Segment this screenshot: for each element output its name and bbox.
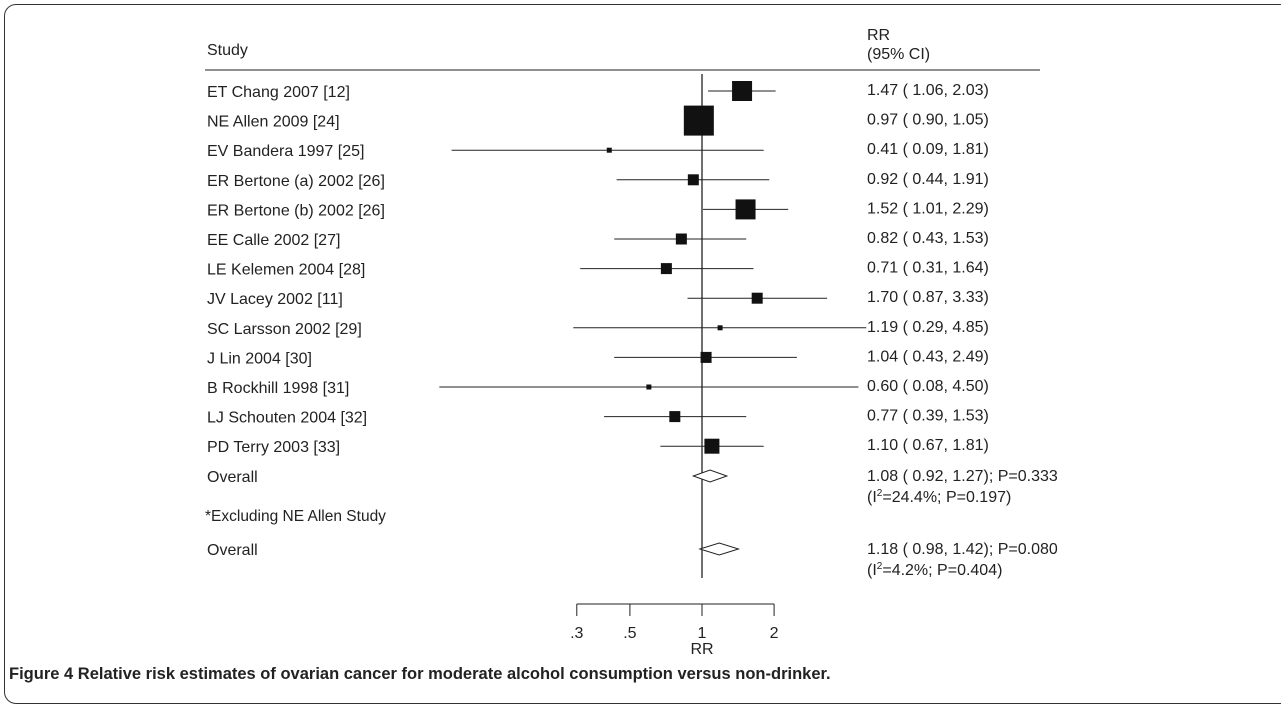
study-label: J Lin 2004 [30] [207, 350, 312, 367]
study-estimate-text: 1.47 ( 1.06, 2.03) [867, 82, 989, 99]
study-column-header: Study [207, 42, 248, 59]
overall-label: Overall [207, 469, 258, 486]
study-label: LE Kelemen 2004 [28] [207, 262, 365, 279]
point-estimate-box [735, 199, 756, 220]
point-estimate-box [669, 411, 681, 423]
overall-diamond [691, 469, 729, 483]
study-label: PD Terry 2003 [33] [207, 439, 340, 456]
study-estimate-text: 0.77 ( 0.39, 1.53) [867, 408, 989, 425]
x-tick-label: .5 [623, 625, 636, 642]
study-estimate-text: 0.97 ( 0.90, 1.05) [867, 112, 989, 129]
study-label: ER Bertone (b) 2002 [26] [207, 202, 385, 219]
study-label: NE Allen 2009 [24] [207, 114, 340, 131]
study-rows: ET Chang 2007 [12] 1.47 ( 1.06, 2.03) NE A… [205, 74, 1058, 579]
study-label: ER Bertone (a) 2002 [26] [207, 173, 385, 190]
study-estimate-text: 0.92 ( 0.44, 1.91) [867, 171, 989, 188]
study-label: EV Bandera 1997 [25] [207, 143, 364, 160]
point-estimate-box [732, 81, 753, 101]
point-estimate-box [751, 292, 763, 304]
x-axis-label: RR [690, 641, 713, 658]
overall-label: Overall [207, 542, 258, 559]
study-estimate-text: 0.60 ( 0.08, 4.50) [867, 378, 989, 395]
heterogeneity-text: (I2=24.4%; P=0.197) [867, 488, 1011, 506]
point-estimate-box [700, 351, 712, 363]
point-estimate-box [660, 263, 672, 275]
x-axis: .3 .5 1 2 RR [570, 603, 779, 658]
figure-caption: Figure 4 Relative risk estimates of ovar… [9, 665, 831, 684]
study-label: B Rockhill 1998 [31] [207, 380, 349, 397]
point-estimate-box [606, 147, 612, 153]
x-tick-label: 1 [698, 625, 707, 642]
overall-estimate-text: 1.08 ( 0.92, 1.27); P=0.333 [867, 468, 1058, 485]
study-estimate-text: 0.41 ( 0.09, 1.81) [867, 141, 989, 158]
estimate-column-header: RR [867, 27, 890, 44]
study-label: JV Lacey 2002 [11] [207, 291, 343, 308]
x-tick-label: .3 [570, 625, 583, 642]
heterogeneity-text: (I2=4.2%; P=0.404) [867, 561, 1002, 579]
point-estimate-box [675, 233, 687, 245]
overall-estimate-text: 1.18 ( 0.98, 1.42); P=0.080 [867, 541, 1058, 558]
figure-caption-text: Relative risk estimates of ovarian cance… [77, 665, 831, 683]
study-estimate-text: 1.04 ( 0.43, 2.49) [867, 348, 989, 365]
point-estimate-box [646, 384, 652, 390]
study-estimate-text: 1.19 ( 0.29, 4.85) [867, 319, 989, 336]
estimate-column-subheader: (95% CI) [867, 46, 930, 63]
study-label: LJ Schouten 2004 [32] [207, 410, 367, 427]
study-estimate-text: 1.70 ( 0.87, 3.33) [867, 289, 989, 306]
x-tick-label: 2 [770, 625, 779, 642]
study-label: ET Chang 2007 [12] [207, 84, 350, 101]
study-estimate-text: 0.71 ( 0.31, 1.64) [867, 260, 989, 277]
figure-caption-label: Figure 4 [9, 665, 74, 683]
point-estimate-box [717, 325, 723, 331]
study-label: SC Larsson 2002 [29] [207, 321, 362, 338]
overall-diamond [698, 542, 741, 556]
subgroup-note: *Excluding NE Allen Study [205, 508, 386, 525]
study-estimate-text: 1.52 ( 1.01, 2.29) [867, 200, 989, 217]
point-estimate-box [683, 105, 714, 136]
point-estimate-box [687, 174, 699, 186]
study-estimate-text: 1.10 ( 0.67, 1.81) [867, 437, 989, 454]
study-estimate-text: 0.82 ( 0.43, 1.53) [867, 230, 989, 247]
point-estimate-box [704, 438, 720, 454]
study-label: EE Calle 2002 [27] [207, 232, 340, 249]
